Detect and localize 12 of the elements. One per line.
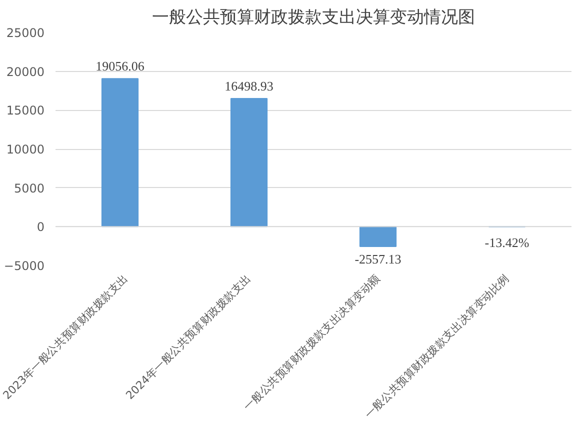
y-tick-label: 20000 bbox=[6, 64, 45, 79]
data-label: 19056.06 bbox=[96, 58, 145, 74]
y-tick-label: 25000 bbox=[6, 26, 45, 40]
data-label: -13.42% bbox=[484, 234, 530, 250]
data-label: 16498.93 bbox=[224, 78, 274, 94]
chart-title: 一般公共预算财政拨款支出决算变动情况图 bbox=[152, 8, 475, 28]
data-label: -2557.13 bbox=[354, 252, 402, 267]
y-tick-label: 15000 bbox=[6, 104, 45, 118]
y-tick-label: 5000 bbox=[14, 181, 45, 196]
y-tick-label: −5000 bbox=[4, 259, 44, 273]
y-tick-label: 10000 bbox=[6, 142, 45, 156]
y-tick-label: 0 bbox=[36, 220, 45, 234]
